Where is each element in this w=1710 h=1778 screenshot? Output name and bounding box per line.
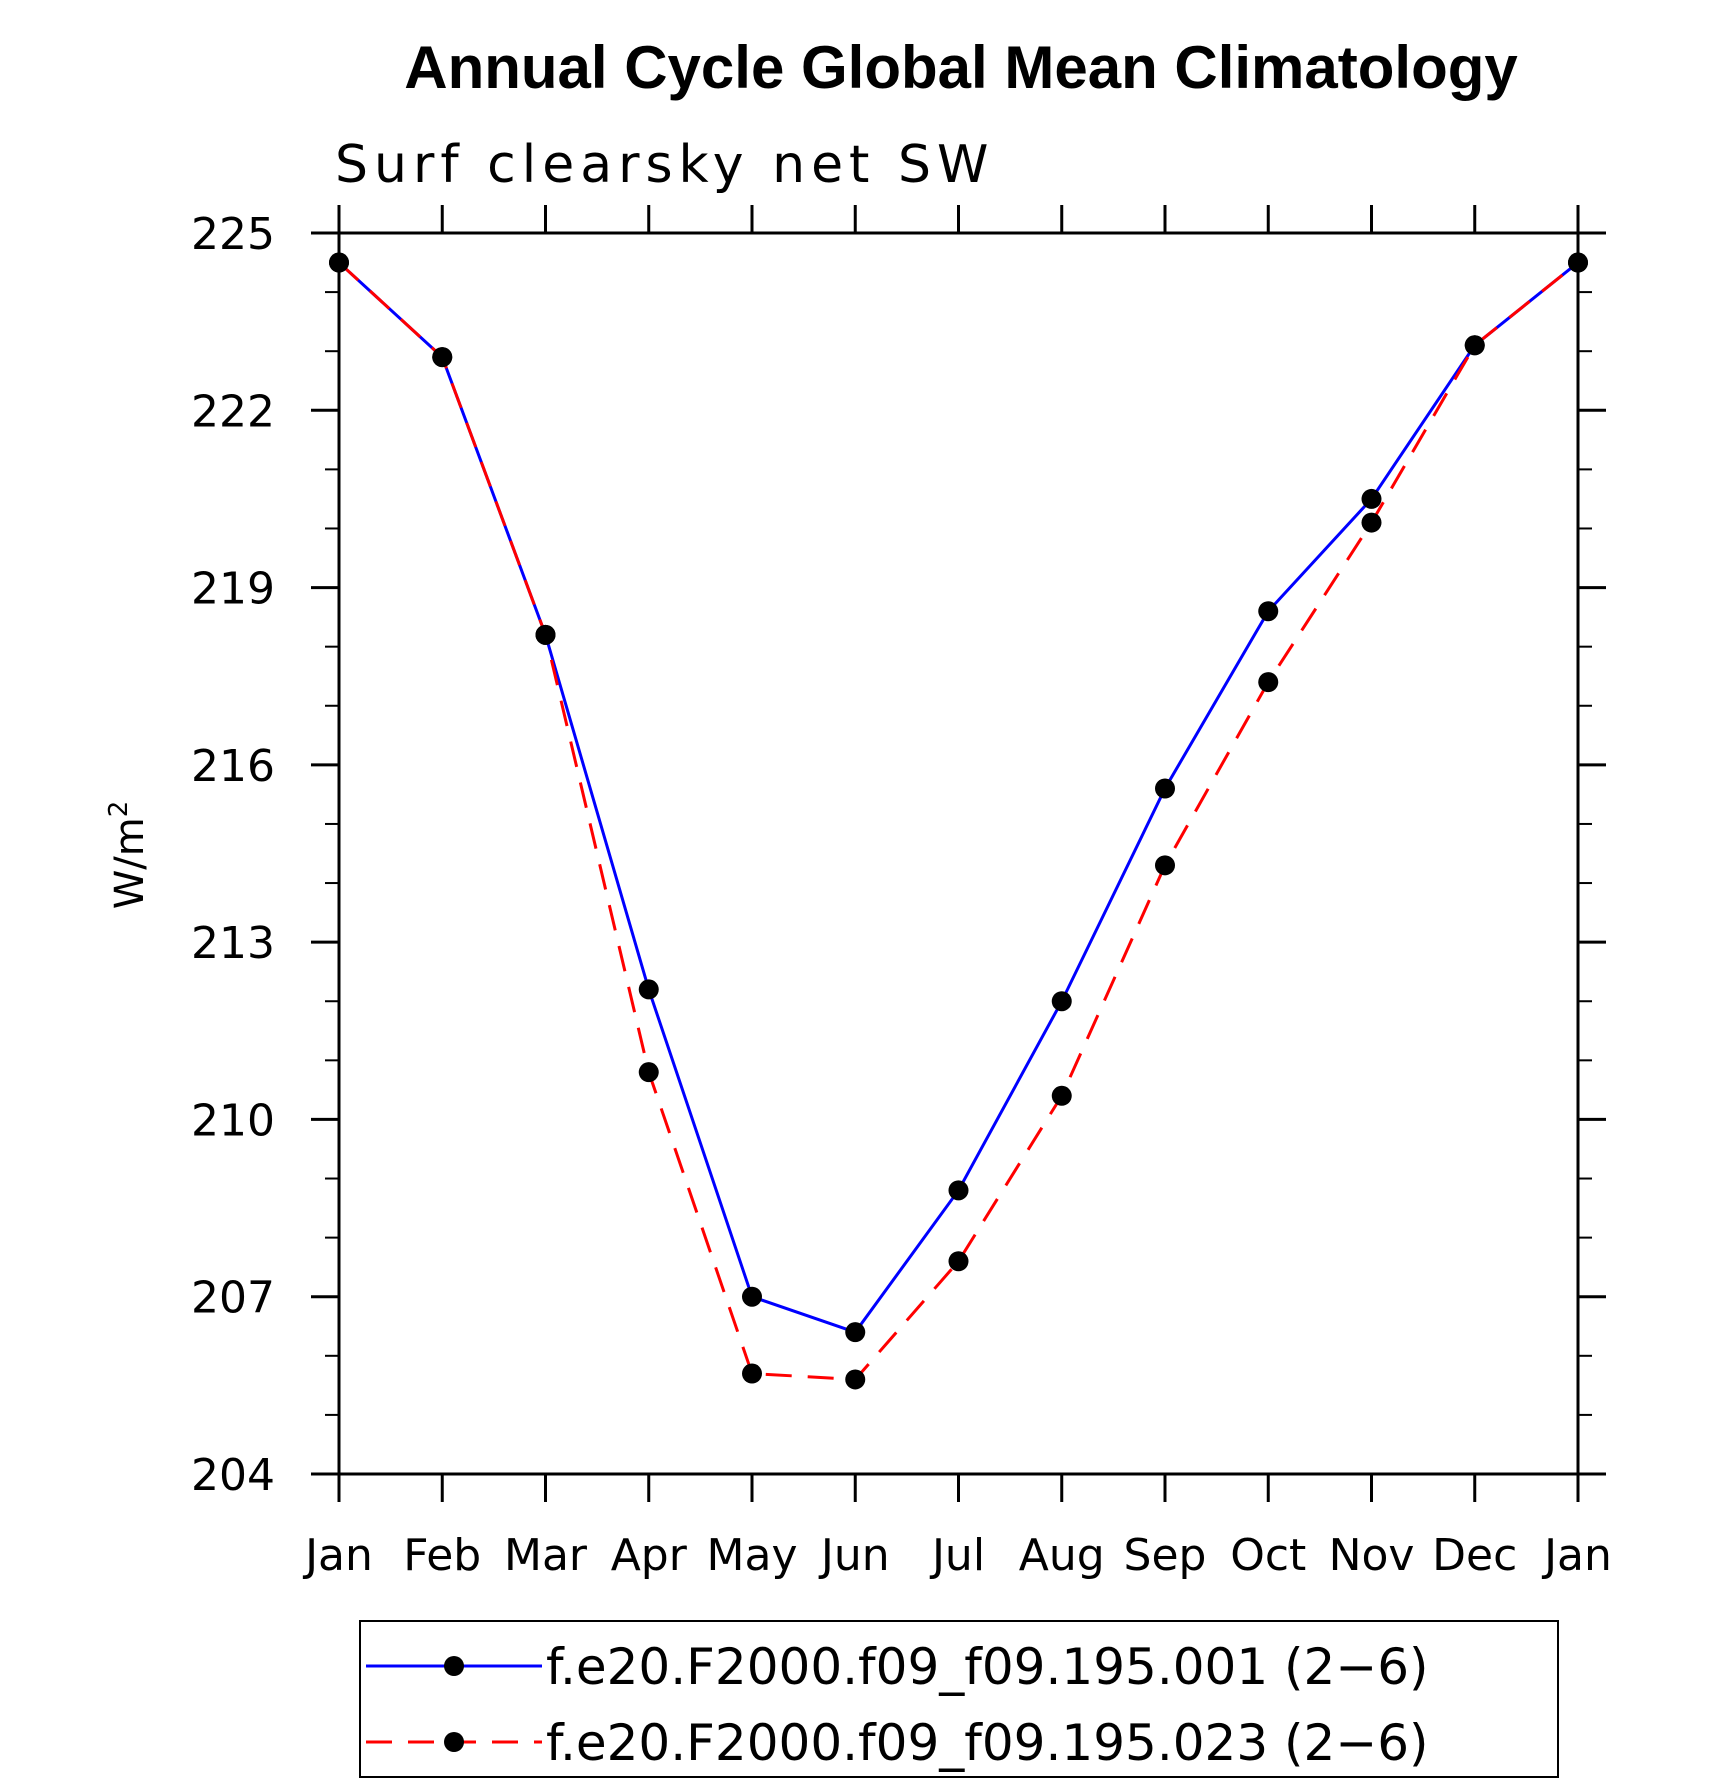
series-1-point [1361, 488, 1382, 509]
series-1-point [1258, 601, 1279, 622]
legend-marker-2 [444, 1732, 464, 1752]
series-layer [329, 252, 1588, 1390]
legend-box [359, 1620, 1559, 1778]
series-2-point [845, 1369, 866, 1390]
series-1-point [1051, 991, 1072, 1012]
legend: f.e20.F2000.f09_f09.195.001 (2−6) f.e20.F… [359, 1620, 1559, 1778]
legend-label-2: f.e20.F2000.f09_f09.195.023 (2−6) [546, 1714, 1429, 1772]
series-2-point [432, 347, 453, 368]
series-line-2 [337, 261, 1579, 1381]
series-2-point [742, 1363, 762, 1384]
y-tick-label: 204 [191, 1450, 275, 1501]
series-2-point [1051, 1085, 1072, 1106]
series-1-point [845, 1322, 866, 1343]
y-tick-label: 219 [191, 564, 275, 615]
y-tick-label: 216 [191, 741, 275, 792]
x-tick-label: Mar [504, 1530, 588, 1581]
x-tick-label: Jan [302, 1530, 373, 1581]
y-tick-label: 222 [191, 386, 275, 437]
x-tick-label: Sep [1124, 1530, 1207, 1581]
chart-subtitle: Surf clearsky net SW [335, 135, 994, 195]
x-tick-label: Oct [1230, 1530, 1306, 1581]
series-1-point [638, 979, 659, 1000]
series-2-point [1361, 512, 1382, 533]
series-1-point [948, 1180, 969, 1201]
series-2-point [535, 624, 556, 645]
y-tick-label: 210 [191, 1095, 275, 1146]
x-tick-label: Apr [611, 1530, 688, 1581]
y-tick-label: 207 [191, 1273, 275, 1324]
chart-title: Annual Cycle Global Mean Climatology [404, 34, 1518, 101]
x-tick-label: Nov [1329, 1530, 1415, 1581]
series-2-point [948, 1251, 969, 1272]
x-tick-label: May [707, 1530, 798, 1581]
plot-frame [337, 231, 1580, 1476]
y-tick-label: 225 [191, 209, 275, 260]
series-1-point [1155, 778, 1175, 799]
y-tick-label: 213 [191, 918, 275, 969]
x-tick-label: Feb [403, 1530, 481, 1581]
x-tick-label: Dec [1432, 1530, 1517, 1581]
x-tick-label: Jun [818, 1530, 890, 1581]
legend-marker-1 [444, 1656, 464, 1676]
y-axis-label-base: W/m [107, 817, 153, 909]
series-1-point [742, 1286, 762, 1307]
series-2-point [1464, 335, 1485, 356]
series-2-point [638, 1062, 659, 1083]
series-2-point [1155, 855, 1175, 876]
series-2-point [1258, 672, 1279, 693]
axis-ticks: Jan Feb Mar Apr May Jun Jul Aug Sep Oct Nov Dec Jan 2… [191, 205, 1612, 1581]
y-axis-label: W/m2 [104, 801, 153, 910]
x-tick-label: Aug [1019, 1530, 1105, 1581]
x-tick-label: Jan [1541, 1530, 1612, 1581]
x-tick-label: Jul [929, 1530, 985, 1581]
y-axis-label-superscript: 2 [104, 801, 134, 818]
series-line-1 [337, 261, 1579, 1334]
legend-label-1: f.e20.F2000.f09_f09.195.001 (2−6) [546, 1638, 1429, 1696]
